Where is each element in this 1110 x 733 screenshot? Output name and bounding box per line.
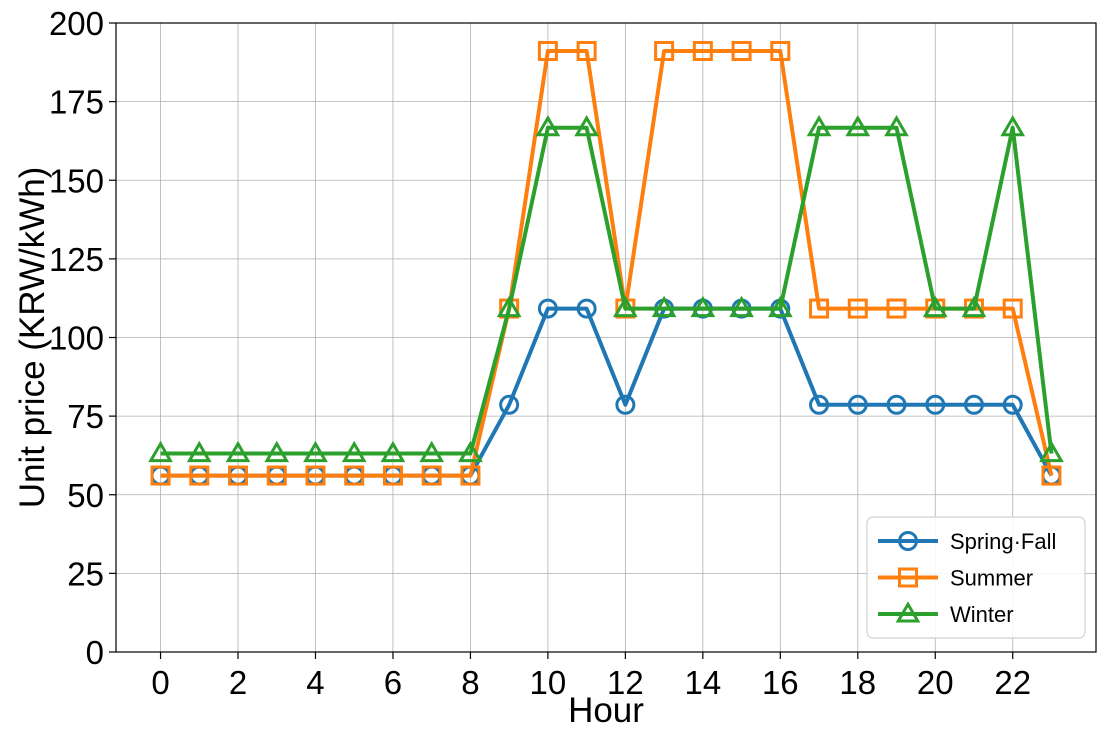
data-point-marker — [380, 440, 406, 463]
y-tick-label: 200 — [49, 5, 104, 42]
data-point-marker — [806, 114, 832, 137]
data-point-marker — [228, 465, 249, 486]
series-0 — [150, 298, 1062, 486]
data-point-marker — [458, 440, 483, 463]
y-tick-label: 75 — [67, 398, 104, 435]
y-tick-label: 125 — [49, 241, 104, 278]
legend-label: Summer — [950, 566, 1033, 591]
data-point-marker — [1041, 465, 1062, 486]
data-point-marker — [884, 114, 909, 137]
legend-marker — [895, 601, 921, 623]
x-tick-label: 8 — [461, 664, 479, 701]
data-point-marker — [576, 298, 597, 319]
x-axis-ticks: 0 2 4 6 8 10 12 14 16 18 20 22 — [151, 652, 1031, 701]
legend-label: Spring·Fall — [950, 529, 1056, 554]
data-point-marker — [186, 440, 212, 463]
y-axis-ticks: 0 25 50 75 100 125 150 175 200 — [49, 5, 116, 671]
data-point-marker — [341, 440, 367, 463]
data-point-marker — [574, 114, 600, 137]
data-point-marker — [344, 465, 365, 486]
x-tick-label: 2 — [229, 664, 247, 701]
data-point-marker — [382, 465, 403, 486]
y-tick-label: 25 — [67, 555, 104, 592]
data-point-marker — [266, 465, 287, 486]
x-tick-label: 20 — [917, 664, 954, 701]
data-point-marker — [925, 394, 946, 415]
data-point-marker — [922, 295, 948, 318]
y-tick-label: 0 — [86, 634, 104, 671]
x-tick-label: 16 — [762, 664, 799, 701]
x-axis-label: Hour — [568, 691, 644, 730]
data-point-marker — [1000, 114, 1026, 137]
series-line — [160, 48, 1054, 478]
legend-marker — [898, 567, 918, 588]
series-line — [160, 306, 1054, 478]
legend-label: Winter — [950, 602, 1014, 627]
data-point-marker — [692, 40, 713, 61]
data-point-marker — [731, 40, 752, 61]
x-tick-label: 10 — [530, 664, 567, 701]
x-tick-label: 6 — [384, 664, 402, 701]
data-point-marker — [305, 465, 326, 486]
data-point-marker — [150, 465, 171, 486]
x-tick-label: 18 — [839, 664, 876, 701]
data-point-marker — [886, 394, 907, 415]
data-point-marker — [767, 295, 793, 318]
x-tick-label: 12 — [607, 664, 644, 701]
data-point-marker — [809, 298, 830, 319]
data-point-marker — [576, 40, 597, 61]
data-point-marker — [847, 298, 868, 319]
data-point-marker — [264, 440, 290, 463]
data-point-marker — [421, 465, 442, 486]
series-2 — [148, 114, 1064, 463]
data-point-marker — [419, 440, 445, 463]
data-point-marker — [886, 298, 907, 319]
data-point-marker — [1002, 298, 1023, 319]
data-point-marker — [651, 295, 677, 318]
x-tick-label: 0 — [151, 664, 169, 701]
y-tick-label: 100 — [49, 320, 104, 357]
data-point-marker — [961, 295, 987, 318]
data-point-marker — [537, 40, 558, 61]
y-tick-label: 50 — [67, 477, 104, 514]
data-point-marker — [845, 114, 871, 137]
data-point-marker — [770, 40, 791, 61]
data-point-marker — [847, 394, 868, 415]
data-point-marker — [535, 114, 561, 137]
x-tick-label: 22 — [994, 664, 1031, 701]
data-point-marker — [1002, 394, 1023, 415]
data-point-marker — [537, 298, 558, 319]
y-tick-label: 150 — [49, 162, 104, 199]
series-layer — [148, 40, 1064, 486]
y-tick-label: 175 — [49, 84, 104, 121]
data-point-marker — [496, 295, 522, 318]
legend-box — [866, 516, 1086, 639]
x-tick-label: 4 — [306, 664, 324, 701]
data-point-marker — [303, 440, 328, 463]
data-point-marker — [189, 465, 210, 486]
data-point-marker — [460, 465, 481, 486]
legend-marker — [898, 531, 918, 551]
data-point-marker — [225, 440, 251, 463]
x-tick-label: 14 — [684, 664, 721, 701]
data-point-marker — [1039, 440, 1064, 463]
legend: Spring·Fall Summer Winter — [866, 516, 1086, 639]
legend-item: Summer — [878, 566, 1033, 591]
data-point-marker — [654, 40, 675, 61]
data-point-marker — [148, 440, 173, 463]
data-point-marker — [963, 394, 984, 415]
data-point-marker — [615, 394, 636, 415]
legend-item: Spring·Fall — [878, 529, 1056, 554]
data-point-marker — [612, 295, 638, 318]
data-point-marker — [809, 394, 830, 415]
data-point-marker — [690, 295, 716, 318]
y-axis-label: Unit price (KRW/kWh) — [13, 167, 52, 509]
data-point-marker — [729, 295, 754, 318]
legend-item: Winter — [878, 601, 1014, 627]
series-1 — [150, 40, 1062, 486]
data-point-marker — [499, 394, 520, 415]
